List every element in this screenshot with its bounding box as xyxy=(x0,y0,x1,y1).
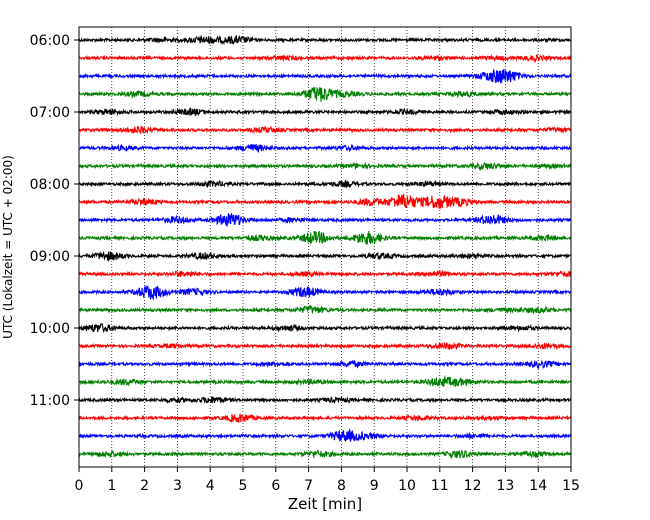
y-tick-label: 09:00 xyxy=(30,249,70,265)
y-tick-label: 11:00 xyxy=(30,393,70,409)
seismic-trace xyxy=(78,54,572,63)
seismic-trace xyxy=(78,396,572,404)
x-tick-label: 15 xyxy=(562,478,580,494)
seismic-trace xyxy=(78,230,572,245)
seismic-trace xyxy=(78,193,572,209)
x-tick-label: 5 xyxy=(239,478,248,494)
x-tick-label: 2 xyxy=(140,478,149,494)
seismic-trace xyxy=(78,143,572,154)
vertical-grid xyxy=(111,27,539,467)
x-tick-label: 12 xyxy=(464,478,482,494)
seismic-trace xyxy=(78,179,572,189)
x-tick-label: 9 xyxy=(370,478,379,494)
seismic-trace xyxy=(78,341,572,350)
seismic-trace xyxy=(78,34,572,46)
x-axis-label: Zeit [min] xyxy=(288,495,362,513)
seismic-trace xyxy=(78,304,572,315)
seismic-trace xyxy=(78,269,572,278)
y-axis-ticks: 06:00 07:00 08:00 09:00 10:00 11:00 xyxy=(30,33,79,409)
x-tick-label: 13 xyxy=(496,478,514,494)
seismic-trace xyxy=(78,68,572,84)
x-tick-label: 4 xyxy=(206,478,215,494)
x-axis-ticks: 0 1 2 3 4 5 6 7 8 9 10 11 12 13 14 15 xyxy=(75,467,580,494)
x-tick-label: 8 xyxy=(337,478,346,494)
seismic-trace xyxy=(78,413,572,424)
seismic-trace xyxy=(78,322,572,333)
seismic-trace xyxy=(78,250,572,262)
trace-group xyxy=(78,34,572,460)
y-tick-label: 06:00 xyxy=(30,33,70,49)
y-axis-label: UTC (Lokalzeit = UTC + 02:00) xyxy=(1,155,15,339)
x-tick-label: 7 xyxy=(304,478,313,494)
seismic-trace xyxy=(78,375,572,388)
y-tick-label: 07:00 xyxy=(30,105,70,121)
seismic-trace xyxy=(78,449,572,460)
seismic-trace xyxy=(78,86,572,102)
seismic-trace xyxy=(78,428,572,443)
seismic-trace xyxy=(78,284,572,300)
x-tick-label: 11 xyxy=(431,478,449,494)
seismic-trace xyxy=(78,161,572,172)
y-tick-label: 08:00 xyxy=(30,177,70,193)
x-tick-label: 6 xyxy=(271,478,280,494)
y-tick-label: 10:00 xyxy=(30,321,70,337)
plot-frame xyxy=(78,26,572,468)
seismic-trace xyxy=(78,359,572,370)
x-tick-label: 14 xyxy=(529,478,547,494)
x-tick-label: 1 xyxy=(107,478,116,494)
x-tick-label: 10 xyxy=(398,478,416,494)
x-tick-label: 0 xyxy=(75,478,84,494)
seismic-trace xyxy=(78,125,572,135)
seismic-trace xyxy=(78,107,572,117)
x-tick-label: 3 xyxy=(173,478,182,494)
seismic-trace xyxy=(78,213,572,227)
